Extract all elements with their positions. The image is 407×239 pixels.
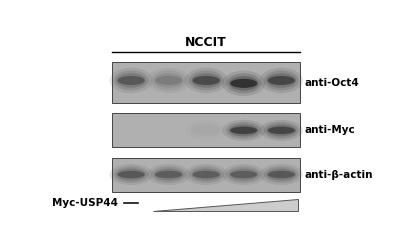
Ellipse shape <box>185 68 228 93</box>
Ellipse shape <box>189 166 224 183</box>
Ellipse shape <box>155 76 182 85</box>
Ellipse shape <box>229 124 258 136</box>
Ellipse shape <box>226 73 261 93</box>
Polygon shape <box>153 199 298 212</box>
Ellipse shape <box>189 122 224 139</box>
Ellipse shape <box>116 168 146 180</box>
Ellipse shape <box>185 120 228 141</box>
Text: anti-β-actin: anti-β-actin <box>305 169 373 179</box>
Ellipse shape <box>147 164 190 185</box>
Ellipse shape <box>260 120 303 141</box>
Ellipse shape <box>267 168 296 180</box>
Ellipse shape <box>226 122 261 139</box>
Ellipse shape <box>193 171 220 178</box>
Ellipse shape <box>222 71 265 96</box>
Ellipse shape <box>155 171 182 178</box>
Text: anti-Oct4: anti-Oct4 <box>305 77 359 87</box>
Ellipse shape <box>267 124 296 136</box>
Text: NCCIT: NCCIT <box>185 36 227 49</box>
Bar <box>112 158 300 191</box>
Ellipse shape <box>193 76 220 85</box>
Ellipse shape <box>109 164 153 185</box>
Text: anti-Myc: anti-Myc <box>305 125 356 135</box>
Ellipse shape <box>264 71 299 90</box>
Ellipse shape <box>118 171 144 178</box>
Ellipse shape <box>147 68 190 93</box>
Ellipse shape <box>193 127 220 134</box>
Ellipse shape <box>154 168 184 180</box>
Ellipse shape <box>230 171 257 178</box>
Ellipse shape <box>230 127 257 134</box>
Ellipse shape <box>151 71 186 90</box>
Ellipse shape <box>191 73 221 88</box>
Ellipse shape <box>185 164 228 185</box>
Ellipse shape <box>222 164 265 185</box>
Ellipse shape <box>268 171 295 178</box>
Ellipse shape <box>264 122 299 139</box>
Ellipse shape <box>229 168 258 180</box>
Ellipse shape <box>118 76 144 85</box>
Ellipse shape <box>264 166 299 183</box>
Ellipse shape <box>230 79 257 88</box>
Ellipse shape <box>191 168 221 180</box>
Ellipse shape <box>114 166 149 183</box>
Ellipse shape <box>116 73 146 88</box>
Bar <box>112 62 300 103</box>
Ellipse shape <box>109 68 153 93</box>
Text: Myc-USP44: Myc-USP44 <box>53 198 118 208</box>
Ellipse shape <box>267 73 296 88</box>
Ellipse shape <box>154 73 184 88</box>
Ellipse shape <box>260 68 303 93</box>
Ellipse shape <box>191 124 221 136</box>
Ellipse shape <box>268 127 295 134</box>
Bar <box>112 113 300 147</box>
Ellipse shape <box>114 71 149 90</box>
Ellipse shape <box>226 166 261 183</box>
Ellipse shape <box>222 120 265 141</box>
Ellipse shape <box>260 164 303 185</box>
Ellipse shape <box>151 166 186 183</box>
Ellipse shape <box>268 76 295 85</box>
Ellipse shape <box>229 76 258 91</box>
Ellipse shape <box>189 71 224 90</box>
